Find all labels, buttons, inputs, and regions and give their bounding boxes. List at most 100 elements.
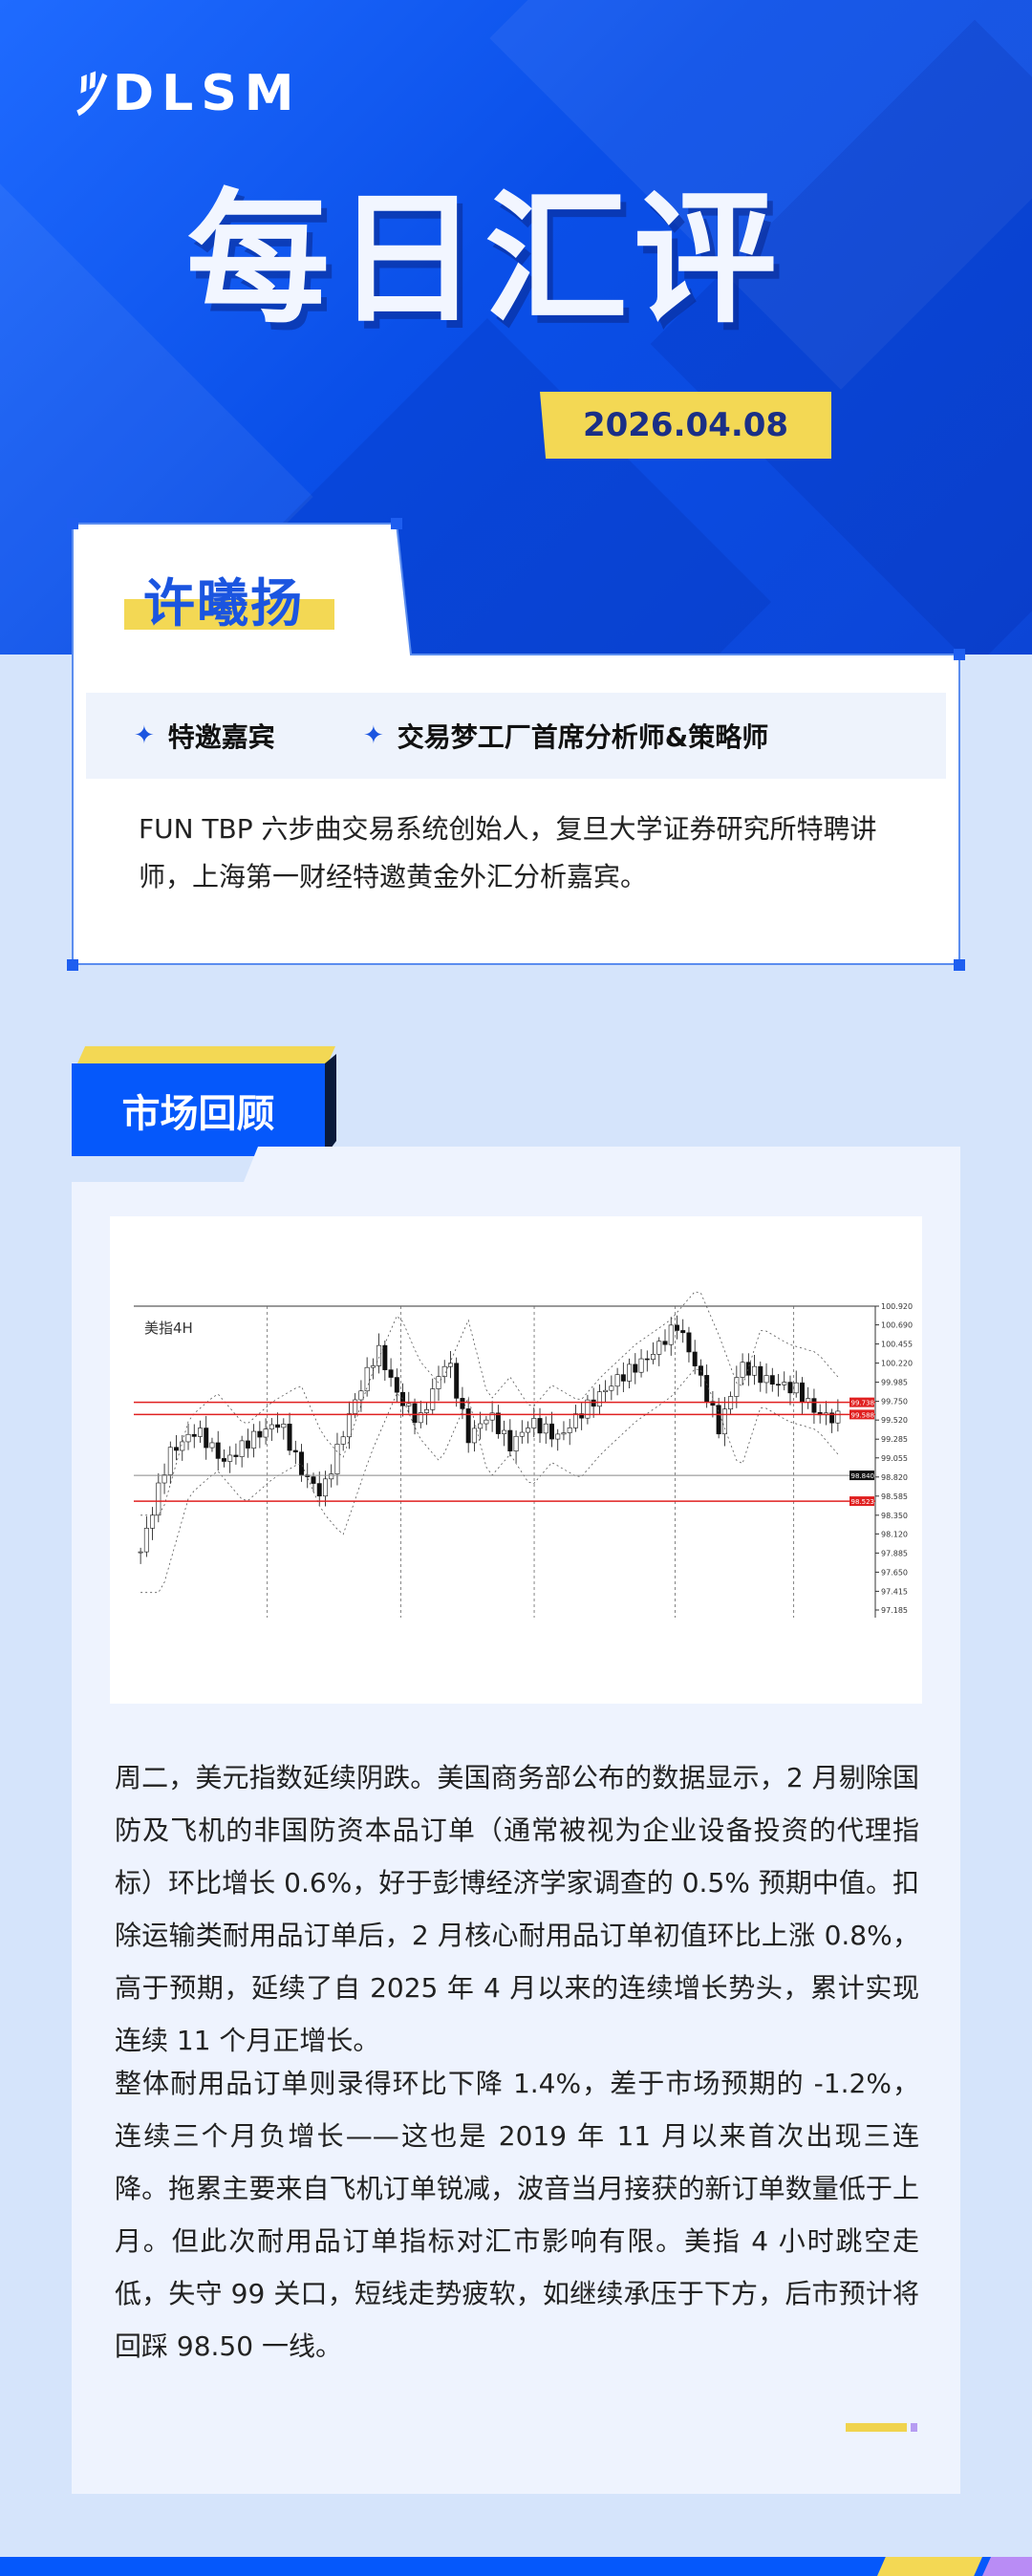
candle-body — [758, 1365, 763, 1384]
candle-body — [835, 1410, 841, 1424]
candle-body — [346, 1413, 352, 1438]
candle-body — [752, 1365, 758, 1376]
candle-body — [489, 1412, 495, 1421]
candle-body — [502, 1429, 507, 1434]
corner-handle — [67, 959, 78, 971]
candle-body — [638, 1358, 644, 1373]
candle-body — [204, 1428, 209, 1449]
candle-body — [316, 1483, 322, 1497]
date-badge: 2026.04.08 — [540, 392, 831, 459]
candle-body — [793, 1382, 799, 1394]
corner-handle — [954, 959, 965, 971]
level-tag-label: 99.588 — [851, 1411, 875, 1419]
price-tick-label: 99.055 — [881, 1454, 908, 1463]
candle-body — [329, 1473, 334, 1480]
article-paragraph-2: 整体耐用品订单则录得环比下降 1.4%，差于市场预期的 -1.2%，连续三个月负… — [115, 2068, 919, 2362]
candle-body — [412, 1403, 418, 1424]
candle-body — [513, 1435, 519, 1451]
candle-body — [478, 1423, 484, 1429]
corner-handle — [954, 649, 965, 660]
candle-body — [275, 1424, 281, 1428]
candle-body — [555, 1433, 561, 1440]
decor-bar-purple — [911, 2423, 917, 2432]
candle-body — [627, 1363, 633, 1382]
candle-body — [251, 1430, 257, 1449]
candle-body — [430, 1388, 436, 1410]
logo-text: DLSM — [113, 65, 302, 122]
candle-body — [198, 1428, 203, 1437]
candle-body — [185, 1433, 191, 1443]
candle-body — [257, 1430, 263, 1438]
logo-mark-icon: ﾂ — [72, 61, 100, 126]
candle-body — [662, 1341, 668, 1345]
candle-body — [215, 1442, 221, 1459]
candle-body — [322, 1478, 328, 1497]
candle-body — [603, 1389, 609, 1392]
candle-body — [263, 1428, 269, 1438]
candle-body — [382, 1344, 388, 1370]
candle-body — [799, 1382, 805, 1404]
candle-body — [388, 1369, 394, 1378]
candle-body — [180, 1441, 185, 1451]
candle-body — [561, 1432, 567, 1435]
candle-body — [526, 1428, 531, 1433]
candle-body — [507, 1429, 513, 1451]
candle-body — [400, 1391, 406, 1406]
candle-body — [686, 1332, 692, 1353]
sparkle-icon: ✦ — [134, 721, 155, 750]
candle-body — [269, 1424, 274, 1429]
candle-body — [721, 1408, 727, 1435]
candle-body — [376, 1344, 382, 1366]
candle-body — [484, 1419, 489, 1425]
price-tick-label: 97.185 — [881, 1606, 908, 1615]
candle-body — [418, 1412, 423, 1424]
candle-body — [156, 1482, 161, 1516]
analyst-name: 许曦扬 — [143, 573, 304, 633]
candle-body — [281, 1424, 287, 1428]
candle-body — [567, 1428, 572, 1433]
price-tick-label: 97.415 — [881, 1587, 908, 1596]
decor-bar-yellow — [846, 2423, 907, 2432]
candle-body — [340, 1436, 346, 1445]
candle-body — [465, 1408, 471, 1444]
candle-body — [585, 1399, 591, 1419]
candle-body — [716, 1405, 721, 1435]
level-tag — [849, 1496, 874, 1507]
level-tag — [849, 1397, 874, 1407]
price-tick-label: 99.985 — [881, 1379, 908, 1387]
chart-label: 美指4H — [144, 1320, 193, 1337]
level-tag — [849, 1409, 874, 1420]
analyst-name-block: 许曦扬 — [124, 561, 334, 636]
candle-body — [769, 1375, 775, 1385]
candle-body — [519, 1431, 525, 1437]
candle-body — [591, 1399, 596, 1407]
price-tick-label: 99.520 — [881, 1416, 908, 1425]
candle-body — [674, 1324, 679, 1331]
current-price-tag — [849, 1470, 874, 1481]
candle-body — [537, 1418, 543, 1434]
price-tick-label: 98.120 — [881, 1530, 908, 1538]
level-tag-label: 99.738 — [851, 1400, 875, 1407]
candle-body — [609, 1385, 614, 1391]
candle-body — [161, 1474, 167, 1484]
profile-card: 许曦扬 ✦ 特邀嘉宾 ✦ 交易梦工厂首席分析师&策略师 FUN TBP 六步曲交… — [67, 518, 965, 971]
corner-handle — [391, 518, 402, 529]
candle-body — [138, 1551, 143, 1554]
sparkle-icon: ✦ — [363, 721, 384, 750]
candle-body — [549, 1423, 554, 1440]
candle-body — [471, 1428, 477, 1444]
candle-body — [811, 1398, 817, 1413]
page-title: 每日汇评 — [186, 177, 784, 343]
candle-body — [620, 1374, 626, 1382]
candle-body — [424, 1408, 429, 1413]
candle-body — [233, 1454, 239, 1457]
bollinger-upper — [140, 1291, 839, 1516]
analyst-description: FUN TBP 六步曲交易系统创始人，复旦大学证券研究所特聘讲师，上海第一财经特… — [139, 813, 877, 892]
candle-body — [633, 1363, 638, 1373]
candle-body — [239, 1440, 245, 1457]
candle-body — [311, 1476, 316, 1484]
current-price-label: 98.840 — [851, 1472, 875, 1480]
tag-guest: ✦ 特邀嘉宾 — [134, 717, 363, 755]
section-header: 市场回顾 — [72, 1046, 337, 1156]
candle-body — [394, 1377, 399, 1393]
